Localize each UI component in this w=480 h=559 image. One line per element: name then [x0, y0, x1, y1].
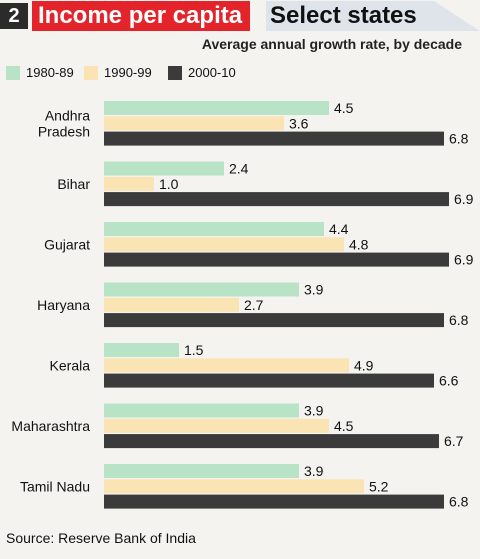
value-label-tamil-nadu-1980-89: 3.9: [304, 463, 324, 479]
category-label-maharashtra: Maharashtra: [11, 418, 90, 434]
bar-maharashtra-2000-10: [104, 434, 439, 449]
category-label-kerala: Kerala: [50, 357, 91, 373]
legend-label-2000-10: 2000-10: [188, 65, 236, 80]
source-note: Source: Reserve Bank of India: [6, 530, 196, 546]
bar-gujarat-1980-89: [104, 222, 324, 236]
value-label-kerala-1980-89: 1.5: [184, 342, 204, 358]
bar-andhra-pradesh-1980-89: [104, 101, 329, 115]
value-label-kerala-2000-10: 6.6: [439, 373, 459, 389]
category-label-bihar: Bihar: [57, 176, 90, 192]
bar-bihar-1980-89: [104, 161, 224, 176]
bar-bihar-1990-99: [104, 176, 154, 191]
value-label-maharashtra-1980-89: 3.9: [304, 403, 324, 419]
value-label-gujarat-1980-89: 4.4: [329, 221, 349, 237]
value-label-tamil-nadu-1990-99: 5.2: [369, 478, 389, 494]
bar-haryana-1990-99: [104, 297, 239, 312]
bar-andhra-pradesh-2000-10: [104, 131, 444, 146]
bar-maharashtra-1990-99: [104, 418, 329, 433]
value-label-andhra-pradesh-2000-10: 6.8: [449, 131, 469, 147]
bar-andhra-pradesh-1990-99: [104, 116, 284, 131]
chart-number: 2: [0, 3, 28, 29]
category-label-tamil-nadu: Tamil Nadu: [20, 478, 90, 494]
value-label-haryana-1980-89: 3.9: [304, 282, 324, 298]
bar-haryana-2000-10: [104, 313, 444, 328]
category-label-gujarat: Gujarat: [44, 236, 90, 252]
legend-swatch-2000-10: [168, 66, 182, 80]
bar-haryana-1980-89: [104, 282, 299, 297]
chart-header: 2 Income per capita Select states: [0, 0, 480, 34]
bar-kerala-1980-89: [104, 343, 179, 357]
bar-gujarat-1990-99: [104, 237, 344, 252]
value-label-bihar-2000-10: 6.9: [454, 191, 474, 207]
chart-title: Income per capita: [32, 1, 251, 31]
value-label-haryana-1990-99: 2.7: [244, 297, 264, 313]
bar-tamil-nadu-2000-10: [104, 494, 444, 509]
value-label-gujarat-2000-10: 6.9: [454, 252, 474, 268]
bar-kerala-1990-99: [104, 358, 349, 373]
legend-label-1990-99: 1990-99: [104, 65, 152, 80]
bar-tamil-nadu-1980-89: [104, 464, 299, 478]
bar-maharashtra-1980-89: [104, 403, 299, 418]
chart-note: Average annual growth rate, by decade: [201, 36, 462, 52]
legend-label-1980-89: 1980-89: [26, 65, 74, 80]
value-label-andhra-pradesh-1990-99: 3.6: [289, 115, 309, 131]
chart-subtitle: Select states: [270, 2, 417, 29]
legend-swatch-1990-99: [84, 66, 98, 80]
value-label-haryana-2000-10: 6.8: [449, 312, 469, 328]
value-label-kerala-1990-99: 4.9: [354, 357, 374, 373]
value-label-gujarat-1990-99: 4.8: [349, 236, 369, 252]
bar-tamil-nadu-1990-99: [104, 479, 364, 494]
value-label-bihar-1990-99: 1.0: [159, 176, 179, 192]
bar-bihar-2000-10: [104, 192, 449, 207]
subtitle-banner: Select states: [266, 1, 480, 31]
bar-gujarat-2000-10: [104, 252, 449, 267]
value-label-tamil-nadu-2000-10: 6.8: [449, 494, 469, 510]
category-label-haryana: Haryana: [37, 297, 90, 313]
legend-swatch-1980-89: [6, 66, 20, 80]
value-label-andhra-pradesh-1980-89: 4.5: [334, 100, 354, 116]
category-label-andhra-pradesh: Andhra Pradesh: [38, 107, 90, 139]
value-label-maharashtra-2000-10: 6.7: [444, 433, 464, 449]
bar-kerala-2000-10: [104, 373, 434, 388]
value-label-maharashtra-1990-99: 4.5: [334, 418, 354, 434]
value-label-bihar-1980-89: 2.4: [229, 161, 249, 177]
